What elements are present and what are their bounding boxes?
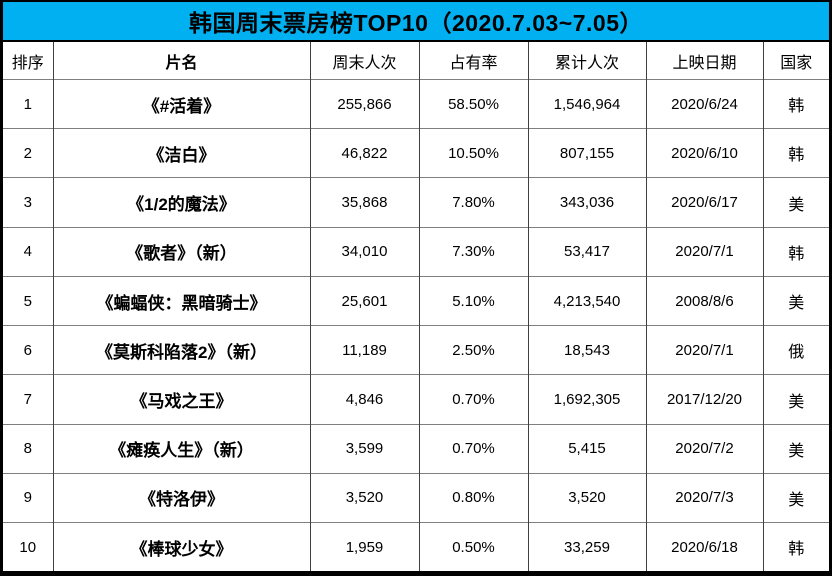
weekend-admissions-cell: 35,868 bbox=[309, 177, 419, 228]
boxoffice-table: 排序 片名 周末人次 占有率 累计人次 上映日期 国家 1 《#活着》 255,… bbox=[3, 42, 829, 571]
country-cell: 美 bbox=[762, 275, 829, 326]
share-cell: 0.70% bbox=[418, 423, 528, 474]
weekend-admissions-cell: 46,822 bbox=[309, 128, 419, 178]
movie-title-cell: 《洁白》 bbox=[52, 128, 310, 178]
country-cell: 美 bbox=[762, 472, 829, 523]
rank-cell: 6 bbox=[3, 325, 53, 375]
total-admissions-cell: 18,543 bbox=[527, 325, 646, 375]
share-cell: 0.50% bbox=[418, 522, 528, 571]
movie-title-cell: 《瘫痪人生》（新） bbox=[52, 423, 310, 474]
rank-cell: 4 bbox=[3, 226, 53, 277]
total-admissions-cell: 3,520 bbox=[527, 472, 646, 523]
rank-cell: 3 bbox=[3, 177, 53, 228]
total-admissions-cell: 1,692,305 bbox=[527, 374, 646, 425]
release-date-cell: 2017/12/20 bbox=[645, 374, 763, 425]
total-admissions-cell: 807,155 bbox=[527, 128, 646, 178]
weekend-admissions-cell: 25,601 bbox=[309, 275, 419, 326]
movie-title-cell: 《棒球少女》 bbox=[52, 522, 310, 571]
country-cell: 美 bbox=[762, 423, 829, 474]
movie-title-cell: 《马戏之王》 bbox=[52, 374, 310, 425]
share-cell: 2.50% bbox=[418, 325, 528, 375]
rank-cell: 10 bbox=[3, 522, 53, 571]
rank-cell: 2 bbox=[3, 128, 53, 178]
movie-title-cell: 《莫斯科陷落2》（新） bbox=[52, 325, 310, 375]
country-cell: 韩 bbox=[762, 226, 829, 277]
total-admissions-cell: 33,259 bbox=[527, 522, 646, 571]
col-header-weekend: 周末人次 bbox=[309, 42, 419, 80]
movie-title-cell: 《#活着》 bbox=[52, 78, 310, 129]
col-header-country: 国家 bbox=[762, 42, 829, 80]
col-header-rank: 排序 bbox=[11, 54, 44, 72]
table-row: 10 《棒球少女》 1,959 0.50% 33,259 2020/6/18 韩 bbox=[3, 522, 829, 571]
col-header-movie: 片名 bbox=[52, 42, 310, 80]
col-header-share: 占有率 bbox=[418, 42, 528, 80]
release-date-cell: 2020/6/17 bbox=[645, 177, 763, 228]
total-admissions-cell: 5,415 bbox=[527, 423, 646, 474]
header-row: 排序 片名 周末人次 占有率 累计人次 上映日期 国家 bbox=[3, 42, 829, 80]
share-cell: 0.80% bbox=[418, 472, 528, 523]
table-row: 6 《莫斯科陷落2》（新） 11,189 2.50% 18,543 2020/7… bbox=[3, 325, 829, 375]
movie-title-cell: 《1/2的魔法》 bbox=[52, 177, 310, 228]
rank-cell: 7 bbox=[3, 374, 53, 425]
table-title: 韩国周末票房榜TOP10（2020.7.03~7.05） bbox=[3, 2, 829, 42]
col-header-release: 上映日期 bbox=[645, 42, 763, 80]
rank-cell: 9 bbox=[3, 472, 53, 523]
movie-title-cell: 《歌者》（新） bbox=[52, 226, 310, 277]
country-cell: 韩 bbox=[762, 128, 829, 178]
share-cell: 7.80% bbox=[418, 177, 528, 228]
weekend-admissions-cell: 34,010 bbox=[309, 226, 419, 277]
table-row: 5 《蝙蝠侠：黑暗骑士》 25,601 5.10% 4,213,540 2008… bbox=[3, 275, 829, 326]
table-row: 2 《洁白》 46,822 10.50% 807,155 2020/6/10 韩 bbox=[3, 128, 829, 178]
release-date-cell: 2020/6/10 bbox=[645, 128, 763, 178]
total-admissions-cell: 4,213,540 bbox=[527, 275, 646, 326]
country-cell: 韩 bbox=[762, 78, 829, 129]
total-admissions-cell: 53,417 bbox=[527, 226, 646, 277]
total-admissions-cell: 343,036 bbox=[527, 177, 646, 228]
weekend-admissions-cell: 3,599 bbox=[309, 423, 419, 474]
release-date-cell: 2020/7/1 bbox=[645, 325, 763, 375]
share-cell: 7.30% bbox=[418, 226, 528, 277]
release-date-cell: 2020/6/18 bbox=[645, 522, 763, 571]
rank-cell: 1 bbox=[3, 78, 53, 129]
release-date-cell: 2020/7/1 bbox=[645, 226, 763, 277]
table-row: 4 《歌者》（新） 34,010 7.30% 53,417 2020/7/1 韩 bbox=[3, 226, 829, 277]
share-cell: 10.50% bbox=[418, 128, 528, 178]
rank-cell: 8 bbox=[3, 423, 53, 474]
table-row: 9 《特洛伊》 3,520 0.80% 3,520 2020/7/3 美 bbox=[3, 472, 829, 523]
weekend-admissions-cell: 255,866 bbox=[309, 78, 419, 129]
table-row: 8 《瘫痪人生》（新） 3,599 0.70% 5,415 2020/7/2 美 bbox=[3, 423, 829, 474]
country-cell: 美 bbox=[762, 374, 829, 425]
share-cell: 5.10% bbox=[418, 275, 528, 326]
rank-cell: 5 bbox=[3, 275, 53, 326]
share-cell: 0.70% bbox=[418, 374, 528, 425]
table-row: 3 《1/2的魔法》 35,868 7.80% 343,036 2020/6/1… bbox=[3, 177, 829, 228]
table-row: 1 《#活着》 255,866 58.50% 1,546,964 2020/6/… bbox=[3, 78, 829, 129]
country-cell: 美 bbox=[762, 177, 829, 228]
movie-title-cell: 《特洛伊》 bbox=[52, 472, 310, 523]
release-date-cell: 2020/7/2 bbox=[645, 423, 763, 474]
col-header-total: 累计人次 bbox=[527, 42, 646, 80]
movie-title-cell: 《蝙蝠侠：黑暗骑士》 bbox=[52, 275, 310, 326]
release-date-cell: 2020/6/24 bbox=[645, 78, 763, 129]
total-admissions-cell: 1,546,964 bbox=[527, 78, 646, 129]
share-cell: 58.50% bbox=[418, 78, 528, 129]
release-date-cell: 2020/7/3 bbox=[645, 472, 763, 523]
release-date-cell: 2008/8/6 bbox=[645, 275, 763, 326]
country-cell: 俄 bbox=[762, 325, 829, 375]
weekend-admissions-cell: 11,189 bbox=[309, 325, 419, 375]
weekend-admissions-cell: 3,520 bbox=[309, 472, 419, 523]
table-row: 7 《马戏之王》 4,846 0.70% 1,692,305 2017/12/2… bbox=[3, 374, 829, 425]
weekend-admissions-cell: 1,959 bbox=[309, 522, 419, 571]
country-cell: 韩 bbox=[762, 522, 829, 571]
weekend-admissions-cell: 4,846 bbox=[309, 374, 419, 425]
